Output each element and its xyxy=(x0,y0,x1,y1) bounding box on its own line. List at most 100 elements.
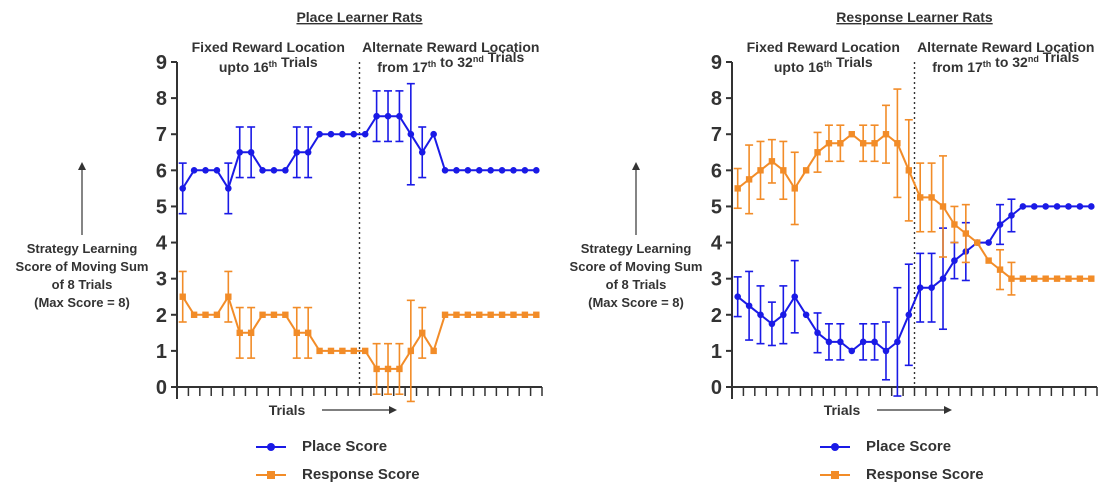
response-score-point xyxy=(384,365,392,373)
y-tick-label: 5 xyxy=(711,196,722,218)
y-axis-label-line: Strategy Learning xyxy=(581,241,692,256)
place-score-point xyxy=(475,167,483,174)
y-axis-label-line: (Max Score = 8) xyxy=(588,295,684,310)
response-score-point xyxy=(293,329,300,337)
place-score-point xyxy=(532,167,540,174)
place-score-point xyxy=(384,112,392,120)
y-axis-label-line: Strategy Learning xyxy=(27,241,138,256)
response-score-point xyxy=(996,266,1004,273)
place-score-point xyxy=(430,130,437,138)
phase-label: Fixed Reward Location xyxy=(747,39,900,55)
response-score-point xyxy=(768,158,776,165)
place-score-point xyxy=(905,311,913,319)
y-tick-label: 9 xyxy=(711,52,722,74)
legend-left-place: Place Score xyxy=(254,438,387,455)
place-score-point xyxy=(304,148,312,156)
place-score-point xyxy=(190,167,198,174)
place-score-point xyxy=(951,257,958,264)
legend-left-response: Response Score xyxy=(254,466,420,483)
place-score-point xyxy=(316,130,323,138)
response-score-point xyxy=(780,167,787,174)
response-score-point xyxy=(487,311,494,318)
place-score-point xyxy=(985,239,992,246)
place-score-point xyxy=(259,167,266,174)
response-score-point xyxy=(939,203,947,210)
y-axis-label-line: (Max Score = 8) xyxy=(34,295,130,310)
response-score-point xyxy=(734,185,741,192)
place-score-point xyxy=(270,167,278,174)
response-score-point xyxy=(213,311,221,318)
response-score-point xyxy=(373,365,380,373)
place-score-point xyxy=(464,167,472,174)
place-score-point xyxy=(487,167,494,174)
place-score-point xyxy=(213,167,221,174)
response-score-point xyxy=(745,176,753,183)
place-score-point xyxy=(837,338,844,346)
x-arrow-head xyxy=(944,406,952,414)
y-tick-label: 7 xyxy=(711,124,722,146)
response-score-point xyxy=(837,140,844,147)
response-score-point xyxy=(441,311,449,318)
place-score-point xyxy=(339,130,346,138)
response-score-point xyxy=(190,311,198,318)
y-tick-label: 2 xyxy=(156,305,167,327)
place-legend-marker-icon xyxy=(820,442,850,451)
place-score-point xyxy=(327,130,335,138)
response-score-point xyxy=(814,149,821,156)
response-score-point xyxy=(498,311,506,318)
response-score-point xyxy=(802,167,810,174)
phase-label: from 17th to 32nd Trials xyxy=(932,49,1079,75)
response-score-point xyxy=(533,311,540,318)
place-score-point xyxy=(848,347,856,355)
place-score-point xyxy=(780,311,787,319)
response-score-point xyxy=(825,140,833,147)
y-tick-label: 4 xyxy=(156,233,168,255)
y-tick-label: 1 xyxy=(156,341,167,363)
phase-label: Alternate Reward Location xyxy=(917,39,1094,55)
place-score-point xyxy=(418,148,426,156)
response-score-point xyxy=(521,311,529,318)
response-score-point xyxy=(1076,275,1084,282)
y-tick-label: 0 xyxy=(156,377,167,399)
phase-label: from 17th to 32nd Trials xyxy=(377,49,524,75)
response-score-point xyxy=(453,311,460,318)
place-score-point xyxy=(373,112,380,120)
y-tick-label: 6 xyxy=(711,160,722,182)
x-axis-label: Trials xyxy=(269,402,306,418)
y-axis-label-line: Score of Moving Sum xyxy=(570,259,703,274)
response-score-point xyxy=(1031,275,1038,282)
place-score-point xyxy=(202,167,209,174)
y-arrow-head xyxy=(78,162,86,170)
response-score-point xyxy=(316,347,323,355)
place-score-point xyxy=(928,284,935,291)
response-score-point xyxy=(350,347,357,355)
y-tick-label: 3 xyxy=(156,269,167,291)
place-score-point xyxy=(1019,203,1027,210)
y-tick-label: 9 xyxy=(156,52,167,74)
response-legend-marker-icon xyxy=(820,470,850,479)
response-score-point xyxy=(179,293,186,300)
response-score-point xyxy=(1019,275,1027,282)
y-tick-label: 2 xyxy=(711,305,722,327)
response-score-point xyxy=(1065,275,1072,282)
response-score-point xyxy=(407,347,415,355)
place-score-point xyxy=(350,130,358,138)
y-tick-label: 0 xyxy=(711,377,722,399)
place-score-point xyxy=(1030,203,1038,210)
response-score-point xyxy=(757,167,764,174)
y-tick-label: 1 xyxy=(711,341,722,363)
place-score-point xyxy=(791,293,799,301)
place-score-point xyxy=(814,329,821,337)
place-score-point xyxy=(882,347,890,355)
place-score-point xyxy=(1053,203,1061,210)
phase-label: Alternate Reward Location xyxy=(362,39,539,55)
place-score-point xyxy=(510,167,517,174)
place-legend-marker-icon xyxy=(256,442,286,451)
response-score-point xyxy=(951,221,958,228)
place-score-point xyxy=(1042,203,1049,210)
phase-label: upto 16th Trials xyxy=(774,54,873,75)
response-score-point xyxy=(464,311,472,318)
place-score-point xyxy=(939,275,947,282)
place-score-point xyxy=(1008,212,1015,219)
